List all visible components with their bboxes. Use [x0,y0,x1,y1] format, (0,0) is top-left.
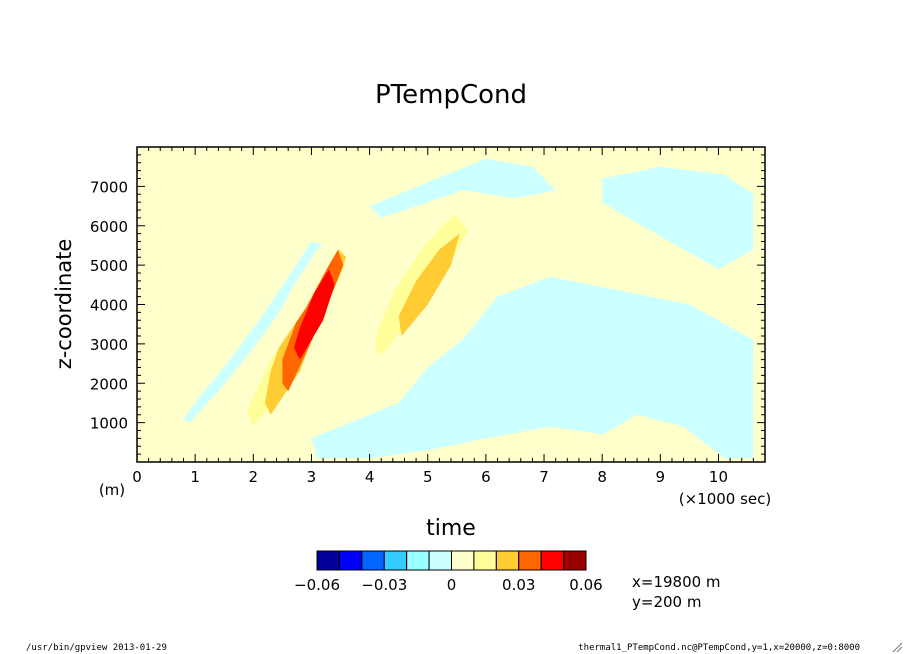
positive-region-first-thermal-core [294,269,335,360]
colorbar [316,550,587,571]
y-tick-label: 2000 [90,375,128,393]
x-tick-label: 2 [249,468,259,486]
x-tick-label: 4 [365,468,375,486]
negative-region-lower-right-region [311,276,754,459]
x-tick-label: 7 [539,468,549,486]
x-tick-label: 8 [597,468,607,486]
colorbar-tick-label: −0.06 [294,576,340,594]
colorbar-swatch [495,550,520,571]
x-tick-label: 6 [481,468,491,486]
x-tick-label: 9 [656,468,666,486]
colorbar-swatch [338,550,363,571]
colorbar-swatch [316,550,340,571]
colorbar-swatch [361,550,385,571]
x-tick-label: 5 [423,468,433,486]
chart-title: PTempCond [375,80,527,110]
y-tick-label: 4000 [90,297,128,315]
x-unit-label: (×1000 sec) [679,490,772,508]
y-axis-title: z-coordinate [52,239,76,370]
colorbar-tick-labels: −0.06 −0.03 0 0.03 0.06 [294,576,603,594]
y-tick-label: 5000 [90,257,128,275]
colorbar-tick-label: 0.06 [569,576,602,594]
contour-layer [183,158,754,459]
colorbar-swatch [473,550,497,571]
negative-region-left-wing-streaks [183,241,324,423]
colorbar-swatch [428,550,453,571]
annotation-x: x=19800 m [632,573,721,591]
y-tick-label: 1000 [90,415,128,433]
plot-area [137,147,765,462]
y-tick-label: 6000 [90,218,128,236]
colorbar-swatch [563,550,587,571]
colorbar-tick-label: 0 [447,576,457,594]
y-tick-labels: 1000 2000 3000 4000 5000 6000 7000 [90,178,128,432]
y-tick-label: 7000 [90,178,128,196]
footer-right-text: thermal1_PTempCond.nc@PTempCond,y=1,x=20… [578,643,860,653]
negative-region-upper-right-region [602,166,754,270]
annotation-y: y=200 m [632,593,701,611]
colorbar-swatch [383,550,408,571]
negative-region-top-band [369,158,556,218]
plot-frame [136,146,766,463]
colorbar-swatch [451,550,475,571]
x-tick-labels: 0 1 2 3 4 5 6 7 8 9 10 [132,468,728,486]
x-tick-label: 10 [709,468,728,486]
colorbar-tick-label: −0.03 [361,576,407,594]
colorbar-swatch [518,550,542,571]
colorbar-swatch [406,550,430,571]
positive-region-outer-plume-band [189,213,364,451]
resize-grip-icon[interactable] [892,642,903,653]
colorbar-swatch [540,550,565,571]
x-axis-title: time [426,516,476,541]
x-tick-label: 1 [190,468,200,486]
colorbar-tick-label: 0.03 [502,576,535,594]
x-tick-label: 0 [132,468,142,486]
y-unit-label: (m) [99,481,125,499]
positive-region-second-thermal-moderate [398,233,460,336]
y-tick-label: 3000 [90,336,128,354]
x-tick-label: 3 [307,468,317,486]
footer-left-text: /usr/bin/gpview 2013-01-29 [26,643,167,653]
